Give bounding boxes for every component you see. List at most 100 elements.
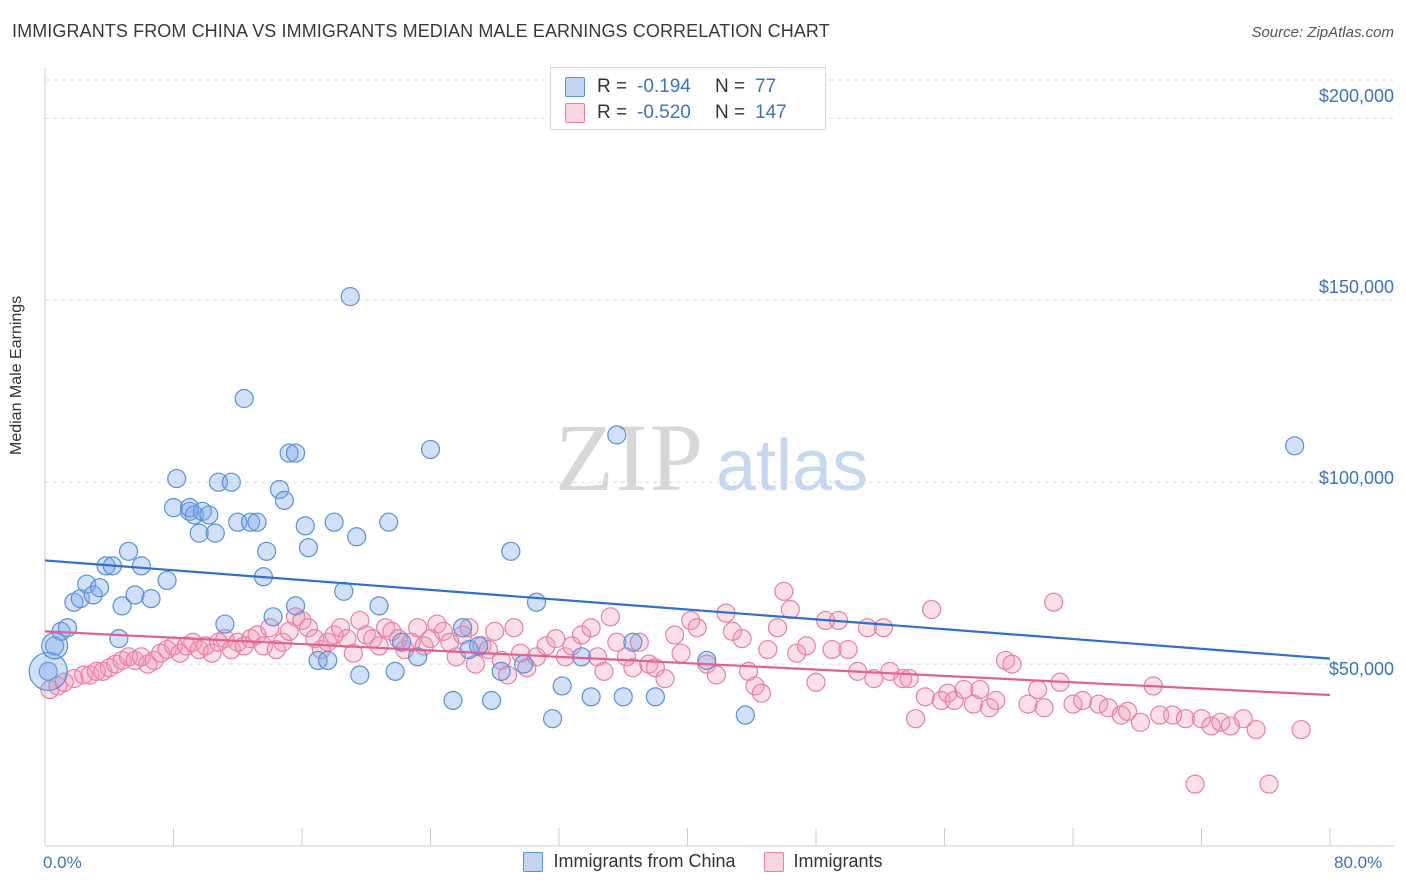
data-point <box>491 661 511 681</box>
data-point <box>671 643 691 663</box>
data-point <box>38 661 58 681</box>
y-tick-label: $200,000 <box>1318 86 1394 106</box>
data-point <box>199 505 219 525</box>
data-point <box>86 661 107 681</box>
source-credit: Source: ZipAtlas.com <box>1251 24 1394 41</box>
data-point <box>485 621 505 641</box>
r-value: -0.194 <box>637 76 691 97</box>
data-point <box>1162 705 1183 725</box>
data-point <box>279 443 299 463</box>
data-point <box>443 690 463 711</box>
legend-row-immigrants: R = -0.520 N = 147 <box>565 100 787 126</box>
data-point <box>375 618 396 638</box>
data-point <box>864 669 884 689</box>
data-point <box>1259 774 1279 794</box>
data-point <box>722 621 743 641</box>
data-point <box>459 618 479 638</box>
data-point <box>408 647 428 667</box>
data-point <box>944 690 964 711</box>
data-point <box>379 512 399 532</box>
watermark-zip: ZIP <box>555 404 705 511</box>
data-point <box>899 669 919 689</box>
data-point <box>629 632 649 652</box>
data-point <box>857 618 878 638</box>
data-point <box>697 650 717 671</box>
n-value: 147 <box>755 102 787 123</box>
data-point <box>1034 698 1054 718</box>
data-point <box>324 625 344 645</box>
data-point <box>408 618 428 638</box>
data-point <box>1285 436 1305 456</box>
data-point <box>481 690 502 711</box>
data-point <box>469 636 489 656</box>
data-point <box>260 618 280 638</box>
legend-item-china[interactable]: Immigrants from China <box>523 851 736 872</box>
data-point <box>873 618 894 638</box>
data-point <box>562 636 582 656</box>
data-point <box>269 479 290 500</box>
data-point <box>77 574 97 594</box>
data-point <box>542 709 563 729</box>
data-point <box>822 639 842 660</box>
data-point <box>234 388 254 409</box>
data-point <box>64 592 84 612</box>
data-point <box>334 581 354 601</box>
n-value: 77 <box>755 76 777 97</box>
data-point <box>433 621 453 641</box>
data-point <box>787 643 807 663</box>
data-point <box>504 618 524 638</box>
y-tick-label: $100,000 <box>1318 468 1394 488</box>
data-point <box>176 636 196 656</box>
data-point <box>970 679 990 700</box>
data-point <box>305 629 325 649</box>
legend-item-immigrants[interactable]: Immigrants <box>763 851 883 872</box>
chart-title: IMMIGRANTS FROM CHINA VS IMMIGRANTS MEDI… <box>12 21 830 41</box>
data-point <box>192 501 213 521</box>
data-point <box>501 541 521 561</box>
data-point <box>318 650 338 671</box>
axes <box>44 68 1394 847</box>
x-tick-label-min: 0.0% <box>43 853 82 872</box>
data-point <box>536 636 556 656</box>
data-point <box>938 683 958 703</box>
data-point <box>125 650 145 671</box>
data-point <box>1191 709 1212 729</box>
data-point <box>369 596 389 616</box>
data-point <box>979 698 1000 718</box>
data-point <box>995 650 1016 671</box>
data-point <box>189 639 209 660</box>
data-point <box>241 512 261 532</box>
series-legend: Immigrants from China Immigrants <box>0 851 1406 872</box>
data-point-cluster <box>28 651 68 691</box>
data-point <box>131 556 151 576</box>
data-point <box>163 498 184 518</box>
immigrants-swatch-icon <box>565 103 585 123</box>
legend-label: Immigrants from China <box>553 851 736 871</box>
data-point <box>330 618 351 638</box>
data-point <box>205 523 225 543</box>
data-point <box>131 647 151 667</box>
data-point <box>526 592 547 612</box>
legend-row-china: R = -0.194 N = 77 <box>565 74 776 100</box>
data-point <box>552 676 572 696</box>
data-point <box>189 523 209 543</box>
data-point <box>1028 679 1048 700</box>
data-point <box>706 665 727 685</box>
data-point <box>343 643 363 663</box>
data-point <box>986 690 1006 711</box>
data-point <box>295 516 315 536</box>
data-point <box>385 661 405 681</box>
data-point <box>581 687 601 707</box>
data-point <box>1201 716 1221 736</box>
data-point <box>388 629 408 649</box>
data-point <box>655 669 675 689</box>
data-point <box>64 669 84 689</box>
data-point <box>1175 709 1196 729</box>
data-point <box>767 618 788 638</box>
data-point <box>221 472 241 492</box>
y-tick-label: $50,000 <box>1328 659 1394 679</box>
data-point <box>1211 712 1231 732</box>
trend-lines <box>44 559 1331 697</box>
data-point <box>514 654 534 674</box>
r-value: -0.520 <box>637 102 691 123</box>
